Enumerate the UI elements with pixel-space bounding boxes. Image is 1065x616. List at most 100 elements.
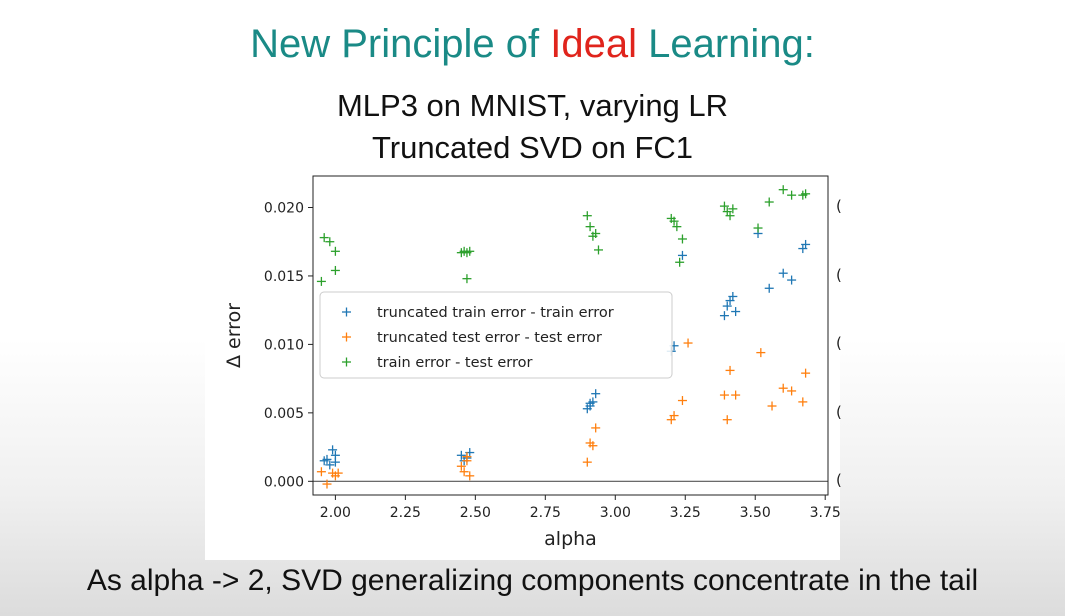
train-error-point: [778, 268, 788, 278]
cropped-tick-label: (: [836, 402, 842, 421]
legend-label: truncated test error - test error: [377, 330, 602, 346]
slide-caption: As alpha -> 2, SVD generalizing componen…: [86, 564, 979, 597]
test-error-point: [591, 423, 601, 433]
points-layer: [316, 185, 811, 489]
train-error-point: [719, 311, 729, 321]
test-error-point: [316, 467, 326, 477]
train-test-gap-point: [719, 201, 729, 211]
train-test-gap-point: [582, 211, 592, 221]
train-error-point: [722, 301, 732, 311]
train-error-point: [322, 454, 332, 464]
test-error-point: [787, 386, 797, 396]
title-text-before: New Principle of: [250, 22, 551, 66]
legend-marker: [342, 332, 351, 342]
train-test-gap-point: [462, 274, 472, 284]
train-error-point: [325, 460, 335, 470]
train-test-gap-point: [585, 222, 595, 232]
train-error-point: [731, 307, 741, 317]
test-error-point: [801, 368, 811, 378]
train-test-gap-point: [669, 216, 679, 226]
cropped-tick-label: (: [836, 197, 842, 216]
train-test-gap-point: [725, 211, 735, 221]
train-test-gap-point: [787, 190, 797, 200]
x-tick-label: 2.50: [460, 505, 491, 521]
test-error-point: [588, 441, 598, 451]
test-error-point: [756, 348, 766, 358]
ticks-layer: 2.00 2.25 2.50 2.75 3.00 3.25 3.50 3.75 0.000 0.0…: [264, 200, 841, 521]
train-test-gap-point: [728, 204, 738, 214]
train-test-gap-point: [465, 246, 475, 256]
cropped-tick-label: (: [836, 471, 842, 490]
cropped-tick-label: (: [836, 265, 842, 284]
train-test-gap-point: [778, 185, 788, 195]
y-tick-label: 0.010: [264, 337, 304, 353]
train-test-gap-point: [591, 229, 601, 239]
x-tick-label: 2.75: [530, 505, 561, 521]
legend-marker: [342, 307, 351, 317]
test-error-point: [465, 471, 475, 481]
train-test-gap-point: [753, 223, 763, 233]
x-axis-label: alpha: [544, 528, 597, 550]
train-test-gap-point: [764, 197, 774, 207]
test-error-point: [719, 390, 729, 400]
train-test-gap-point: [672, 222, 682, 232]
train-error-point: [585, 401, 595, 411]
train-error-point: [328, 445, 338, 455]
train-test-gap-point: [677, 234, 687, 244]
subtitle-line-2: Truncated SVD on FC1: [371, 130, 694, 165]
train-test-gap-point: [330, 246, 340, 256]
test-error-point: [462, 452, 472, 462]
test-error-point: [683, 338, 693, 348]
test-error-point: [333, 468, 343, 478]
x-tick-label: 2.00: [320, 505, 351, 521]
test-error-point: [778, 383, 788, 393]
train-error-point: [764, 283, 774, 293]
y-tick-label: 0.000: [264, 474, 304, 490]
y-tick-label: 0.005: [264, 406, 304, 422]
train-error-point: [330, 450, 340, 460]
train-test-gap-point: [801, 189, 811, 199]
train-error-point: [801, 239, 811, 249]
plot-panel: 2.00 2.25 2.50 2.75 3.00 3.25 3.50 3.75 0.000 0.0…: [205, 170, 841, 560]
train-error-point: [677, 250, 687, 260]
test-error-point: [582, 457, 592, 467]
test-error-point: [459, 467, 469, 477]
cropped-tick-label: (: [836, 334, 842, 353]
test-error-point: [767, 401, 777, 411]
train-error-point: [456, 450, 466, 460]
legend-label: truncated train error - train error: [377, 305, 614, 321]
x-tick-label: 3.75: [810, 505, 840, 521]
axes-frame: [312, 175, 829, 496]
train-test-gap-point: [593, 245, 603, 255]
train-test-gap-point: [325, 237, 335, 247]
x-tick-label: 3.25: [670, 505, 701, 521]
test-error-point: [725, 365, 735, 375]
train-test-gap-point: [316, 276, 326, 286]
scatter-chart: 2.00 2.25 2.50 2.75 3.00 3.25 3.50 3.75 0.000 0.0…: [223, 175, 841, 550]
legend-box: [319, 291, 673, 379]
test-error-point: [669, 411, 679, 421]
legend-label: train error - test error: [377, 355, 533, 371]
title-text-after: Learning:: [636, 22, 815, 66]
x-tick-label: 2.25: [390, 505, 421, 521]
subtitle-line-1: MLP3 on MNIST, varying LR: [336, 88, 729, 123]
y-tick-label: 0.020: [264, 200, 304, 216]
test-error-point: [677, 396, 687, 406]
test-error-point: [456, 461, 466, 471]
slide-title: New Principle of Ideal Learning:: [0, 22, 1065, 67]
y-tick-label: 0.015: [264, 269, 304, 285]
test-error-point: [722, 415, 732, 425]
train-error-point: [728, 291, 738, 301]
train-test-gap-point: [330, 265, 340, 275]
legend: truncated train error - train error trunc…: [319, 291, 673, 379]
y-axis-label: Δ error: [223, 303, 245, 368]
test-error-point: [798, 397, 808, 407]
train-test-gap-point: [675, 257, 685, 267]
test-error-point: [731, 390, 741, 400]
x-tick-label: 3.00: [600, 505, 631, 521]
x-tick-label: 3.50: [740, 505, 771, 521]
legend-marker: [342, 357, 351, 367]
title-highlight: Ideal: [550, 22, 637, 66]
test-error-point: [322, 479, 332, 489]
train-test-gap-point: [319, 233, 329, 243]
